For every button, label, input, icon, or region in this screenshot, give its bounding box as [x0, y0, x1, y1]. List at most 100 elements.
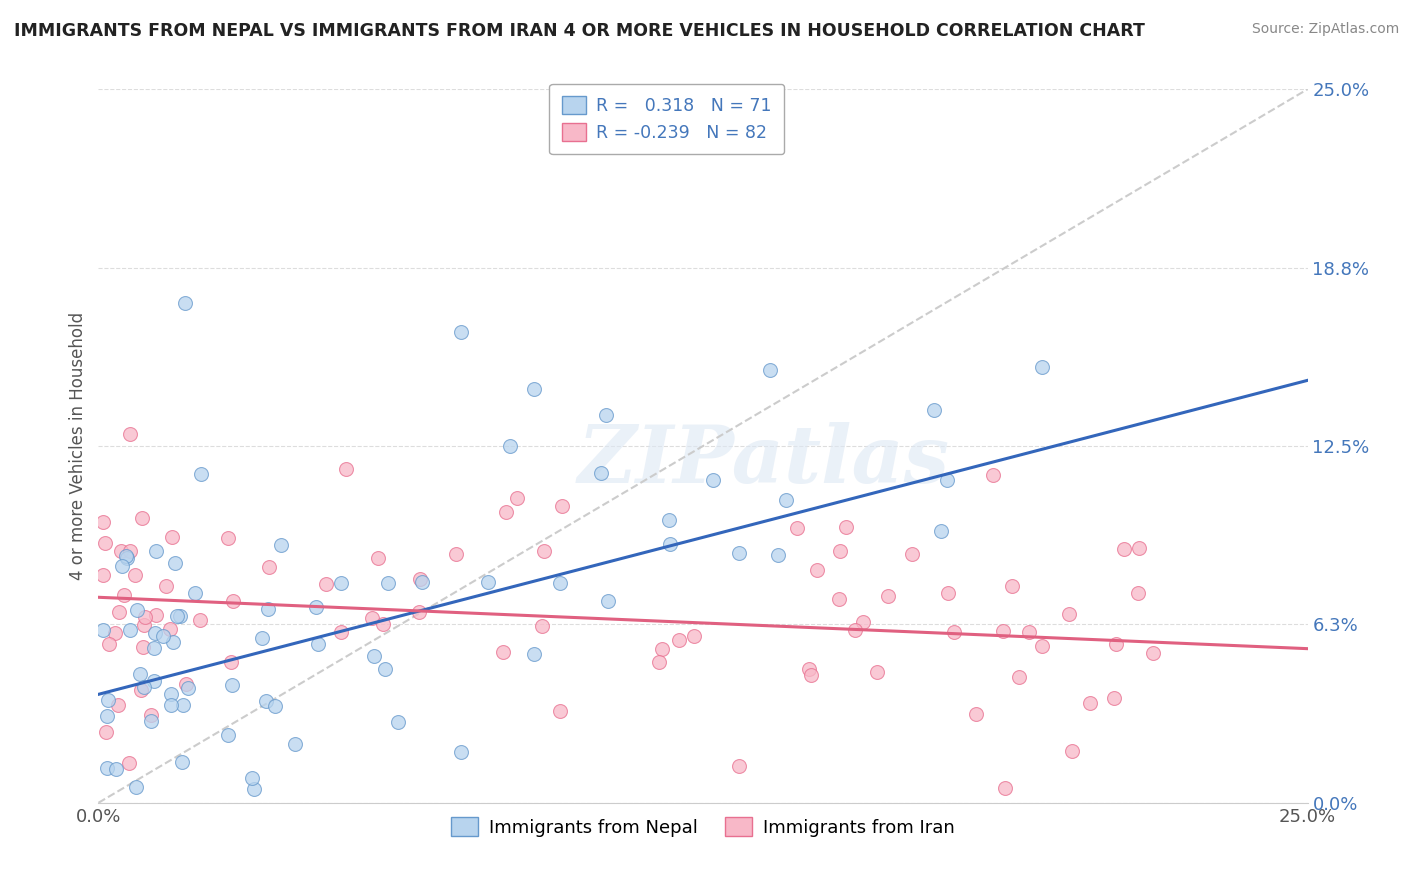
- Point: [965, 707, 987, 722]
- Point: [155, 579, 177, 593]
- Point: [145, 608, 167, 623]
- Point: [177, 681, 200, 695]
- Point: [387, 715, 409, 730]
- Point: [994, 780, 1017, 795]
- Point: [551, 499, 574, 513]
- Point: [160, 698, 183, 712]
- Point: [142, 674, 165, 689]
- Point: [651, 642, 673, 657]
- Point: [120, 623, 142, 637]
- Point: [938, 586, 960, 600]
- Point: [129, 683, 152, 698]
- Point: [409, 572, 432, 586]
- Point: [132, 640, 155, 654]
- Point: [506, 491, 529, 506]
- Point: [104, 626, 127, 640]
- Point: [169, 608, 191, 623]
- Point: [104, 762, 127, 776]
- Point: [758, 363, 780, 377]
- Point: [243, 781, 266, 796]
- Point: [371, 617, 394, 632]
- Point: [658, 537, 681, 551]
- Point: [166, 609, 188, 624]
- Point: [548, 576, 571, 591]
- Point: [112, 588, 135, 602]
- Point: [866, 665, 889, 679]
- Point: [835, 520, 858, 534]
- Point: [183, 586, 205, 600]
- Point: [217, 531, 239, 545]
- Point: [828, 543, 851, 558]
- Point: [111, 558, 134, 573]
- Point: [491, 645, 513, 659]
- Point: [1057, 607, 1080, 621]
- Point: [728, 546, 751, 560]
- Y-axis label: 4 or more Vehicles in Household: 4 or more Vehicles in Household: [69, 312, 87, 580]
- Point: [162, 530, 184, 544]
- Point: [647, 656, 669, 670]
- Point: [683, 629, 706, 643]
- Point: [160, 687, 183, 701]
- Point: [190, 467, 212, 482]
- Point: [806, 563, 828, 577]
- Point: [117, 551, 139, 566]
- Point: [118, 426, 141, 441]
- Point: [97, 693, 120, 707]
- Point: [132, 680, 155, 694]
- Point: [523, 382, 546, 396]
- Point: [127, 603, 149, 617]
- Point: [844, 624, 866, 638]
- Point: [91, 567, 114, 582]
- Point: [188, 613, 211, 627]
- Point: [1008, 670, 1031, 684]
- Point: [981, 467, 1004, 482]
- Point: [901, 547, 924, 561]
- Legend: Immigrants from Nepal, Immigrants from Iran: Immigrants from Nepal, Immigrants from I…: [444, 810, 962, 844]
- Point: [1128, 586, 1150, 600]
- Point: [134, 617, 156, 632]
- Point: [107, 698, 129, 713]
- Point: [1102, 691, 1125, 706]
- Point: [139, 714, 162, 728]
- Point: [143, 625, 166, 640]
- Point: [91, 516, 114, 530]
- Point: [128, 667, 150, 681]
- Point: [91, 623, 114, 637]
- Point: [408, 606, 430, 620]
- Point: [145, 544, 167, 558]
- Point: [936, 474, 959, 488]
- Point: [702, 473, 724, 487]
- Point: [162, 634, 184, 648]
- Point: [110, 544, 132, 558]
- Point: [1031, 359, 1053, 374]
- Point: [330, 575, 353, 590]
- Point: [131, 511, 153, 525]
- Point: [1128, 541, 1150, 555]
- Point: [658, 514, 681, 528]
- Point: [118, 756, 141, 770]
- Point: [174, 296, 197, 310]
- Point: [172, 756, 194, 770]
- Point: [786, 520, 808, 534]
- Point: [411, 574, 433, 589]
- Point: [1078, 696, 1101, 710]
- Point: [219, 655, 242, 669]
- Point: [361, 610, 384, 624]
- Point: [852, 615, 875, 629]
- Point: [531, 619, 554, 633]
- Point: [1001, 579, 1024, 593]
- Point: [284, 737, 307, 751]
- Point: [152, 629, 174, 643]
- Point: [134, 609, 156, 624]
- Point: [450, 325, 472, 339]
- Point: [498, 439, 520, 453]
- Point: [163, 557, 186, 571]
- Point: [305, 599, 328, 614]
- Text: Source: ZipAtlas.com: Source: ZipAtlas.com: [1251, 22, 1399, 37]
- Point: [363, 649, 385, 664]
- Point: [1031, 639, 1053, 653]
- Point: [495, 505, 517, 519]
- Point: [548, 704, 571, 718]
- Point: [727, 758, 749, 772]
- Point: [943, 625, 966, 640]
